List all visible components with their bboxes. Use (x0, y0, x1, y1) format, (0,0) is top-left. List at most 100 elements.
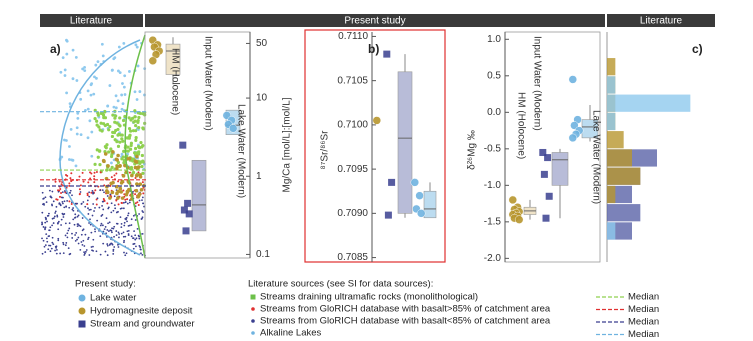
literature-dot (84, 250, 87, 253)
literature-dot (63, 68, 67, 72)
literature-dot (101, 205, 103, 207)
literature-dot (94, 189, 97, 192)
literature-dot (95, 148, 99, 152)
literature-dot (135, 182, 139, 186)
literature-dot (69, 189, 72, 192)
literature-dot (41, 223, 43, 226)
literature-dot (127, 229, 130, 232)
literature-dot (99, 189, 102, 192)
literature-dot (82, 228, 85, 231)
literature-dot (71, 232, 73, 235)
y-tick-label: -2.0 (484, 253, 502, 264)
literature-dot (138, 244, 141, 247)
literature-dot (135, 237, 138, 240)
legend-label: Median (628, 329, 659, 340)
literature-dot (107, 150, 111, 154)
group-label: HM (Holocene) (515, 92, 526, 159)
y-tick-label: 1 (256, 171, 262, 182)
literature-dot (74, 239, 77, 242)
literature-dot (125, 216, 128, 219)
literature-dot (60, 218, 63, 221)
literature-dot (127, 126, 132, 131)
literature-dot (56, 214, 59, 217)
literature-dot (127, 224, 130, 227)
literature-dot (42, 226, 45, 228)
literature-dot (125, 252, 128, 255)
literature-dot (73, 223, 76, 226)
literature-dot (68, 253, 71, 256)
literature-dot (47, 214, 50, 217)
hist-bar (607, 58, 616, 76)
literature-dot (117, 45, 121, 49)
literature-dot (68, 206, 71, 209)
literature-dot (75, 79, 79, 82)
literature-dot (76, 225, 79, 228)
literature-dot (103, 199, 106, 202)
literature-dot (48, 212, 50, 215)
literature-dot (48, 244, 50, 247)
literature-dot (62, 216, 65, 218)
literature-dot (108, 196, 112, 200)
literature-dot (122, 41, 126, 45)
literature-dot (105, 232, 108, 235)
y-tick-label: 0.7085 (337, 252, 368, 263)
literature-dot (59, 252, 62, 255)
literature-dot (82, 201, 85, 203)
literature-dot (143, 205, 145, 208)
literature-dot (59, 188, 62, 191)
literature-dot (135, 245, 137, 248)
literature-dot (103, 191, 105, 194)
literature-dot (91, 214, 94, 217)
data-point (415, 191, 424, 200)
literature-dot (61, 56, 65, 60)
literature-dot (81, 171, 84, 174)
legend-marker (78, 320, 86, 328)
literature-dot (42, 197, 45, 200)
literature-dot (115, 121, 119, 125)
literature-dot (111, 231, 113, 234)
literature-dot (62, 243, 65, 246)
literature-dot (55, 245, 58, 248)
literature-dot (96, 113, 100, 117)
legend-title: Literature sources (see SI for data sour… (248, 279, 433, 290)
group-label: Lake Water (Modern) (590, 110, 601, 204)
literature-dot (142, 192, 145, 195)
literature-dot (137, 203, 140, 206)
literature-dot (89, 93, 93, 97)
literature-dot (113, 56, 117, 60)
literature-dot (101, 189, 104, 192)
literature-dot (126, 230, 129, 233)
y-tick-label: 0.7105 (337, 75, 368, 86)
literature-dot (136, 201, 139, 204)
literature-dot (53, 215, 56, 218)
literature-dot (76, 223, 79, 226)
legend-marker (78, 307, 86, 315)
literature-dot (117, 180, 120, 183)
literature-dot (89, 223, 92, 226)
panel-label: b) (368, 42, 379, 56)
literature-dot (99, 121, 103, 125)
literature-dot (129, 118, 133, 122)
literature-dot (69, 191, 72, 194)
literature-dot (141, 127, 145, 131)
literature-dot (80, 241, 83, 243)
literature-dot (60, 196, 63, 199)
literature-dot (79, 97, 83, 101)
box (397, 71, 413, 214)
literature-dot (71, 48, 75, 52)
literature-dot (128, 171, 131, 174)
literature-dot (72, 218, 75, 221)
literature-dot (44, 221, 47, 224)
literature-dot (79, 248, 82, 251)
legend-label: Streams from GloRICH database with basal… (260, 316, 551, 327)
literature-dot (117, 69, 120, 73)
data-point (185, 210, 193, 218)
literature-dot (93, 175, 96, 178)
literature-dot (60, 191, 63, 194)
literature-dot (44, 226, 47, 229)
literature-dot (118, 186, 123, 191)
literature-dot (118, 233, 121, 235)
literature-dot (103, 228, 106, 230)
box (423, 190, 437, 219)
literature-dot (127, 187, 131, 192)
